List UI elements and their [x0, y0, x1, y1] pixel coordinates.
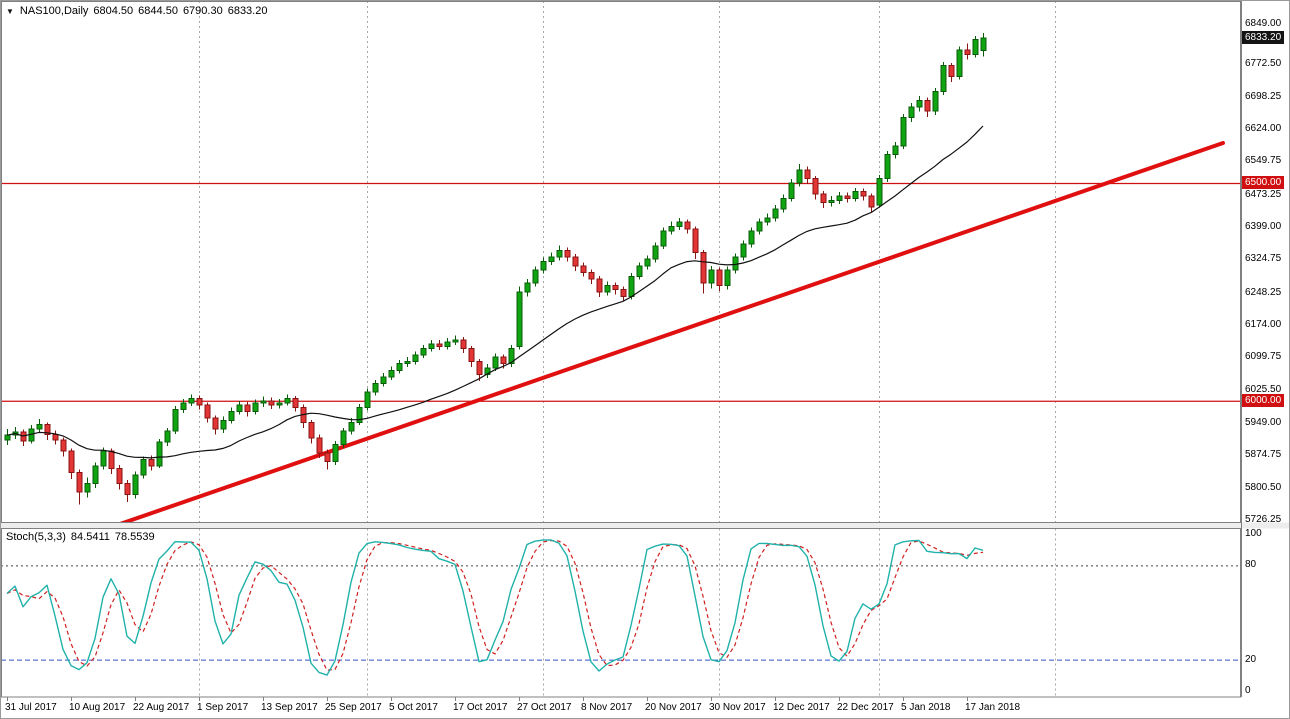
stoch-signal-line: [6, 539, 984, 671]
symbol-ohlc-readout: ▼ NAS100,Daily 6804.50 6844.50 6790.30 6833.2…: [6, 5, 272, 17]
price-axis-label: 6849.00: [1245, 18, 1282, 30]
panel-splitter[interactable]: [1, 522, 1290, 529]
indicator-k-value: 84.5411: [70, 531, 110, 543]
ohlc-close: 6833.20: [227, 5, 268, 17]
time-axis-label: 17 Jan 2018: [965, 702, 1021, 713]
stoch-axis-label: 100: [1245, 528, 1262, 539]
one-click-trading-icon[interactable]: ▼: [6, 7, 14, 16]
time-axis-label: 30 Nov 2017: [709, 702, 766, 713]
price-axis-label: 6772.50: [1245, 58, 1282, 70]
trendline[interactable]: [115, 140, 1225, 526]
price-axis-label: 6025.50: [1245, 383, 1282, 395]
time-axis-ticks: [7, 697, 968, 701]
price-axis-label: 5874.75: [1245, 449, 1282, 461]
time-axis-label: 17 Oct 2017: [453, 702, 508, 713]
price-axis-label: 6473.25: [1245, 188, 1282, 200]
indicator-readout: Stoch(5,3,3) 84.5411 78.5539: [6, 531, 160, 543]
main-panel-border: [1, 1, 1241, 523]
stochastic-panel: [1, 539, 1241, 676]
price-axis-label: 6324.75: [1245, 253, 1282, 265]
ohlc-open: 6804.50: [93, 5, 134, 17]
current-price-badge: 6833.20: [1242, 30, 1285, 44]
time-axis-label: 1 Sep 2017: [197, 702, 249, 713]
hline-price-badge: 6500.00: [1242, 176, 1285, 190]
stoch-main-line: [6, 539, 984, 676]
price-axis-label: 6099.75: [1245, 351, 1282, 363]
price-axis-label: 6174.00: [1245, 318, 1282, 330]
main-panel: [1, 33, 1241, 526]
time-axis-label: 13 Sep 2017: [261, 702, 318, 713]
price-axis-label: 5949.00: [1245, 416, 1282, 428]
indicator-d-value: 78.5539: [114, 531, 155, 543]
price-axis-label: 6399.00: [1245, 221, 1282, 232]
time-axis-label: 10 Aug 2017: [69, 702, 126, 713]
time-axis-label: 25 Sep 2017: [325, 702, 382, 713]
ohlc-high: 6844.50: [138, 5, 178, 17]
stoch-axis-label: 80: [1245, 559, 1257, 571]
price-axis-label: 6549.75: [1245, 155, 1282, 167]
time-axis-label: 12 Dec 2017: [773, 702, 830, 713]
price-axis-label: 5726.25: [1245, 513, 1282, 525]
time-axis-label: 22 Aug 2017: [133, 702, 190, 713]
price-axis-label: 6624.00: [1245, 123, 1282, 135]
time-axis-label: 8 Nov 2017: [581, 702, 633, 713]
price-axis-label: 6698.25: [1245, 90, 1282, 102]
symbol-period-label: NAS100,Daily: [19, 5, 89, 17]
time-axis-label: 5 Jan 2018: [901, 702, 951, 713]
price-axis-label: 6248.25: [1245, 286, 1282, 298]
time-axis-label: 22 Dec 2017: [837, 702, 894, 713]
price-axis-label: 5800.50: [1245, 481, 1282, 493]
candles-layer: [4, 33, 987, 505]
time-axis-label: 31 Jul 2017: [5, 702, 57, 713]
stoch-axis-label: 0: [1245, 685, 1251, 696]
time-axis-label: 27 Oct 2017: [517, 702, 572, 713]
time-axis-label: 5 Oct 2017: [389, 702, 438, 713]
stoch-axis-label: 20: [1245, 653, 1257, 665]
moving-average-line: [6, 125, 984, 459]
indicator-name: Stoch(5,3,3): [6, 531, 66, 543]
stoch-panel-border: [1, 528, 1241, 698]
ohlc-low: 6790.30: [182, 5, 223, 17]
hline-price-badge: 6000.00: [1242, 393, 1285, 407]
time-axis-label: 20 Nov 2017: [645, 702, 702, 713]
